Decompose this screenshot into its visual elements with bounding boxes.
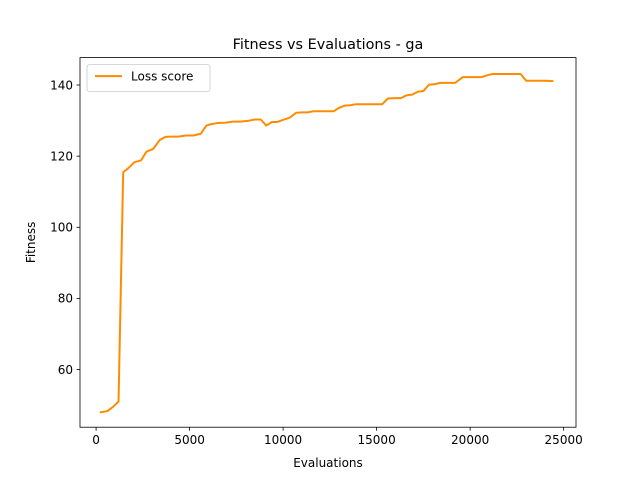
- x-axis-ticks: 0 5000 10000 15000 20000 25000: [92, 427, 583, 447]
- series-layer: [99, 72, 554, 414]
- x-tick-label: 25000: [545, 433, 583, 447]
- axes-frame: [79, 57, 577, 428]
- y-tick-label: 120: [50, 149, 73, 163]
- legend-label-loss-score: Loss score: [131, 69, 193, 83]
- y-tick-label: 100: [50, 221, 73, 235]
- y-tick-label: 60: [58, 363, 73, 377]
- series-line-loss-score: [99, 72, 554, 414]
- x-tick-label: 15000: [358, 433, 396, 447]
- chart-title: Fitness vs Evaluations - ga: [233, 37, 424, 53]
- y-axis-title: Fitness: [24, 222, 38, 264]
- x-tick-label: 10000: [264, 433, 302, 447]
- y-axis-ticks: 60 80 100 120 140: [50, 78, 80, 377]
- x-tick-label: 5000: [174, 433, 205, 447]
- x-axis-title: Evaluations: [293, 456, 363, 470]
- x-tick-label: 20000: [451, 433, 489, 447]
- x-tick-label: 0: [92, 433, 100, 447]
- y-tick-label: 80: [58, 292, 73, 306]
- y-tick-label: 140: [50, 78, 73, 92]
- legend-box: [86, 64, 211, 92]
- plot-area: [80, 57, 576, 428]
- legend: Loss score: [86, 64, 211, 92]
